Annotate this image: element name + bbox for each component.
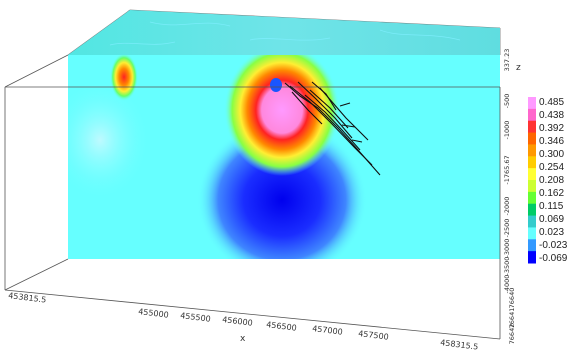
colorbar-swatch	[528, 120, 536, 134]
z-tick-label: -2000	[503, 197, 511, 216]
z-tick-label: -3000	[503, 239, 511, 258]
x-tick-label: 455500	[180, 311, 211, 324]
z-tick-label: -500	[503, 94, 511, 109]
z-axis-ticks: 337.23 -500 -1000 -1765.67 -2000 -2500-3000-3…	[503, 49, 511, 294]
fault-traces	[284, 81, 381, 176]
colorbar-swatch	[528, 215, 536, 228]
x-tick-label: 453815.5	[8, 291, 47, 305]
colorbar-swatch	[528, 156, 536, 169]
z-tick-label: -4000	[503, 275, 511, 294]
z-tick-label: -3500	[503, 257, 511, 276]
colorbar-swatch	[528, 227, 536, 240]
colorbar-swatch	[528, 239, 536, 252]
x-tick-label: 456000	[222, 315, 253, 328]
colorbar-swatch	[528, 191, 536, 205]
colorbar-swatch	[528, 108, 536, 122]
colorbar: 0.485 0.438 0.392 0.346 0.300 0.254 0.208 0.162…	[528, 97, 568, 264]
colorbar-swatch	[528, 132, 536, 145]
z-tick-label: 337.23	[503, 49, 511, 72]
x-tick-label: 457500	[358, 329, 389, 342]
colorbar-label: 0.392	[539, 123, 564, 134]
colorbar-label: 0.485	[539, 97, 564, 108]
y-tick-label: 76642	[508, 324, 516, 345]
colorbar-label: -0.023	[539, 240, 568, 251]
x-tick-label: 456500	[266, 320, 297, 333]
main-anomaly	[224, 55, 340, 176]
small-blue-spot	[270, 78, 282, 92]
box-front-edges	[4, 54, 501, 340]
colorbar-swatch	[528, 97, 536, 110]
colorbar-label: 0.162	[539, 188, 564, 199]
colorbar-label: 0.346	[539, 136, 564, 147]
colorbar-label: 0.438	[539, 110, 564, 121]
left-anomaly	[110, 55, 138, 101]
z-tick-label: -2500	[503, 219, 511, 238]
x-tick-label: 458315.5	[440, 338, 479, 351]
x-tick-label: 457000	[312, 324, 343, 337]
x-tick-label: 455000	[138, 307, 169, 320]
colorbar-swatch	[528, 203, 536, 217]
faint-anomaly	[68, 80, 150, 200]
x-axis-ticks: 453815.5 455000 455500 456000 456500 457000 45…	[8, 291, 479, 351]
colorbar-label: -0.069	[539, 253, 568, 264]
colorbar-swatch	[528, 180, 536, 193]
colorbar-swatch	[528, 168, 536, 181]
colorbar-label: 0.208	[539, 175, 564, 186]
z-axis-label: z	[516, 63, 521, 73]
colorbar-label: 0.115	[539, 201, 564, 212]
colorbar-swatch	[528, 144, 536, 157]
x-axis-label: x	[240, 334, 246, 344]
z-tick-label: -1765.67	[503, 155, 511, 184]
colorbar-label: 0.069	[539, 214, 564, 225]
top-face-texture	[109, 21, 461, 46]
colorbar-label: 0.300	[539, 149, 564, 160]
colorbar-label: 0.023	[539, 227, 564, 238]
anomaly-layer	[68, 55, 367, 259]
z-tick-label: -1000	[503, 121, 511, 140]
top-face	[68, 10, 500, 55]
colorbar-swatch	[528, 251, 536, 264]
y-tick-label: 76640	[508, 288, 516, 309]
colorbar-label: 0.254	[539, 162, 564, 173]
y-tick-label: 76641	[508, 308, 516, 329]
